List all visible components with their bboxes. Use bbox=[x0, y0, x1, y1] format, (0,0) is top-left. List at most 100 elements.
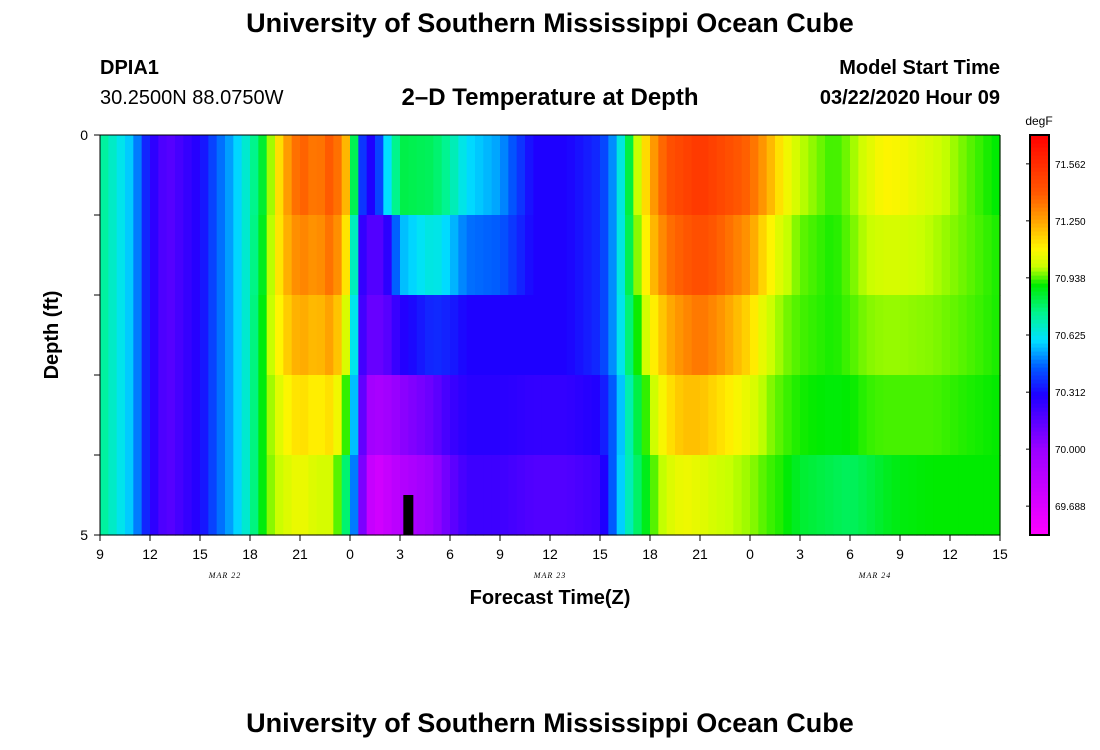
heatmap-cell bbox=[608, 375, 618, 456]
heatmap-cell bbox=[108, 135, 118, 216]
x-tick-label: 3 bbox=[396, 546, 404, 562]
heatmap-cell bbox=[208, 375, 218, 456]
heatmap-cell bbox=[408, 135, 418, 216]
heatmap-cell bbox=[858, 375, 868, 456]
colorbar-segment bbox=[1030, 471, 1049, 476]
heatmap-cell bbox=[283, 215, 293, 296]
colorbar-segment bbox=[1030, 251, 1049, 256]
heatmap-cell bbox=[208, 295, 218, 376]
heatmap-cell bbox=[266, 135, 276, 216]
heatmap-cell bbox=[575, 455, 584, 536]
heatmap-cell bbox=[350, 295, 359, 376]
colorbar-segment bbox=[1030, 307, 1049, 312]
heatmap-cell bbox=[400, 215, 409, 296]
heatmap-cell bbox=[275, 455, 284, 536]
heatmap-cell bbox=[700, 455, 709, 536]
heatmap-cell bbox=[691, 455, 701, 536]
heatmap-cell bbox=[341, 295, 351, 376]
heatmap-cell bbox=[250, 455, 259, 536]
x-tick-label: 9 bbox=[96, 546, 104, 562]
heatmap-cell bbox=[883, 295, 893, 376]
heatmap-cell bbox=[933, 455, 943, 536]
heatmap-cell bbox=[850, 295, 859, 376]
colorbar-segment bbox=[1030, 163, 1049, 168]
heatmap-cell bbox=[741, 215, 751, 296]
x-tick-label: 15 bbox=[592, 546, 608, 562]
heatmap-cell bbox=[158, 375, 168, 456]
heatmap-cell bbox=[841, 295, 851, 376]
heatmap-cell bbox=[425, 135, 434, 216]
heatmap-cell bbox=[875, 455, 884, 536]
heatmap-cell bbox=[466, 135, 476, 216]
heatmap-cell bbox=[108, 375, 118, 456]
heatmap-cell bbox=[191, 215, 201, 296]
heatmap-cell bbox=[958, 455, 968, 536]
heatmap-cell bbox=[783, 295, 793, 376]
heatmap-cell bbox=[950, 295, 959, 376]
colorbar-segment bbox=[1030, 411, 1049, 416]
heatmap-cell bbox=[850, 455, 859, 536]
colorbar-segment bbox=[1030, 451, 1049, 456]
heatmap-cell bbox=[933, 375, 943, 456]
heatmap-cell bbox=[908, 295, 918, 376]
heatmap-cell bbox=[375, 455, 384, 536]
heatmap-cell bbox=[416, 375, 426, 456]
heatmap-cell bbox=[433, 215, 443, 296]
heatmap-cell bbox=[733, 375, 743, 456]
heatmap-cell bbox=[708, 295, 718, 376]
heatmap-cell bbox=[591, 375, 601, 456]
heatmap-cell bbox=[791, 455, 801, 536]
heatmap-cell bbox=[541, 375, 551, 456]
heatmap-cell bbox=[191, 295, 201, 376]
heatmap-cell bbox=[816, 455, 826, 536]
heatmap-cell bbox=[500, 455, 509, 536]
heatmap-cell bbox=[250, 375, 259, 456]
heatmap-cell bbox=[833, 215, 843, 296]
x-tick-label: 9 bbox=[496, 546, 504, 562]
heatmap-cell bbox=[200, 135, 209, 216]
heatmap-cell bbox=[858, 135, 868, 216]
heatmap-cell bbox=[941, 375, 951, 456]
heatmap-cell bbox=[625, 295, 634, 376]
heatmap-cell bbox=[958, 375, 968, 456]
heatmap-cell bbox=[633, 215, 643, 296]
heatmap-cell bbox=[833, 135, 843, 216]
heatmap-cell bbox=[383, 215, 393, 296]
heatmap-cell bbox=[850, 135, 859, 216]
colorbar-segment bbox=[1030, 211, 1049, 216]
heatmap-cell bbox=[791, 295, 801, 376]
heatmap-cell bbox=[883, 135, 893, 216]
x-tick-label: 21 bbox=[692, 546, 708, 562]
heatmap-cell bbox=[691, 215, 701, 296]
heatmap-cell bbox=[450, 375, 459, 456]
heatmap-cell bbox=[800, 375, 809, 456]
heatmap-cell bbox=[166, 455, 176, 536]
model-start-time: 03/22/2020 Hour 09 bbox=[819, 87, 1000, 109]
heatmap-cell bbox=[525, 375, 534, 456]
heatmap-cell bbox=[250, 135, 259, 216]
heatmap-cell bbox=[241, 295, 251, 376]
colorbar-segment bbox=[1030, 255, 1049, 260]
heatmap-cell bbox=[766, 215, 776, 296]
heatmap-cell bbox=[533, 135, 543, 216]
heatmap-cell bbox=[475, 375, 484, 456]
heatmap-cell bbox=[133, 135, 143, 216]
heatmap-cell bbox=[591, 455, 601, 536]
heatmap-cell bbox=[616, 375, 626, 456]
colorbar-segment bbox=[1030, 427, 1049, 432]
colorbar-segment bbox=[1030, 367, 1049, 372]
heatmap-cell bbox=[675, 455, 684, 536]
heatmap-cell bbox=[433, 375, 443, 456]
colorbar-segment bbox=[1030, 347, 1049, 352]
heatmap-cell bbox=[466, 375, 476, 456]
heatmap-cell bbox=[458, 215, 468, 296]
colorbar-segment bbox=[1030, 167, 1049, 172]
heatmap-cell bbox=[708, 135, 718, 216]
heatmap-cell bbox=[983, 295, 993, 376]
heatmap-cell bbox=[733, 295, 743, 376]
heatmap-cell bbox=[866, 375, 876, 456]
heatmap-cell bbox=[425, 375, 434, 456]
heatmap-cell bbox=[458, 375, 468, 456]
heatmap-cell bbox=[375, 215, 384, 296]
heatmap-cell bbox=[600, 215, 609, 296]
